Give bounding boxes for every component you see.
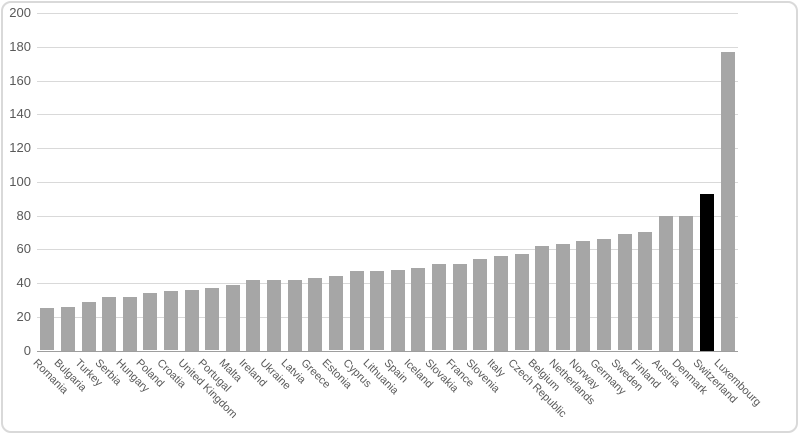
y-tick-label: 140 — [9, 106, 31, 121]
gridline — [37, 216, 738, 217]
y-tick-label: 120 — [9, 140, 31, 155]
bar-denmark — [679, 216, 693, 351]
bar-malta — [226, 285, 240, 351]
bar-cyprus — [350, 271, 364, 350]
bar-spain — [391, 270, 405, 351]
bar-france — [453, 264, 467, 350]
y-tick-label: 40 — [16, 275, 31, 290]
bar-iceland — [411, 268, 425, 351]
bar-latvia — [288, 280, 302, 351]
bar-united-kingdom — [185, 290, 199, 351]
bar-slovakia — [432, 264, 446, 350]
bar-turkey — [82, 302, 96, 351]
bar-poland — [143, 293, 157, 350]
bar-norway — [576, 241, 590, 351]
y-tick-label: 180 — [9, 39, 31, 54]
y-tick-label: 20 — [16, 309, 31, 324]
bar-ireland — [246, 280, 260, 351]
bar-austria — [659, 216, 673, 351]
x-axis-line — [37, 351, 738, 352]
y-tick-label: 160 — [9, 73, 31, 88]
gridline — [37, 81, 738, 82]
gridline — [37, 148, 738, 149]
bar-italy — [494, 256, 508, 351]
gridline — [37, 283, 738, 284]
bar-luxembourg — [721, 52, 735, 351]
bar-finland — [638, 232, 652, 350]
bar-netherlands — [556, 244, 570, 350]
y-tick-label: 60 — [16, 241, 31, 256]
bar-germany — [597, 239, 611, 350]
bar-hungary — [123, 297, 137, 351]
bar-belgium — [535, 246, 549, 351]
gridline — [37, 114, 738, 115]
bar-romania — [40, 308, 54, 350]
y-tick-label: 100 — [9, 174, 31, 189]
bar-ukraine — [267, 280, 281, 351]
y-tick-label: 80 — [16, 208, 31, 223]
gridline — [37, 47, 738, 48]
bar-sweden — [618, 234, 632, 350]
bar-greece — [308, 278, 322, 351]
bar-serbia — [102, 297, 116, 351]
bar-bulgaria — [61, 307, 75, 351]
bar-switzerland — [700, 194, 714, 351]
gridline — [37, 249, 738, 250]
gridline — [37, 182, 738, 183]
bar-croatia — [164, 291, 178, 350]
bar-czech-republic — [515, 254, 529, 350]
bar-slovenia — [473, 259, 487, 350]
y-tick-label: 0 — [23, 343, 31, 358]
bar-lithuania — [370, 271, 384, 350]
bar-portugal — [205, 288, 219, 350]
gridline — [37, 13, 738, 14]
bar-estonia — [329, 276, 343, 350]
gridline — [37, 317, 738, 318]
y-tick-label: 200 — [9, 5, 31, 20]
